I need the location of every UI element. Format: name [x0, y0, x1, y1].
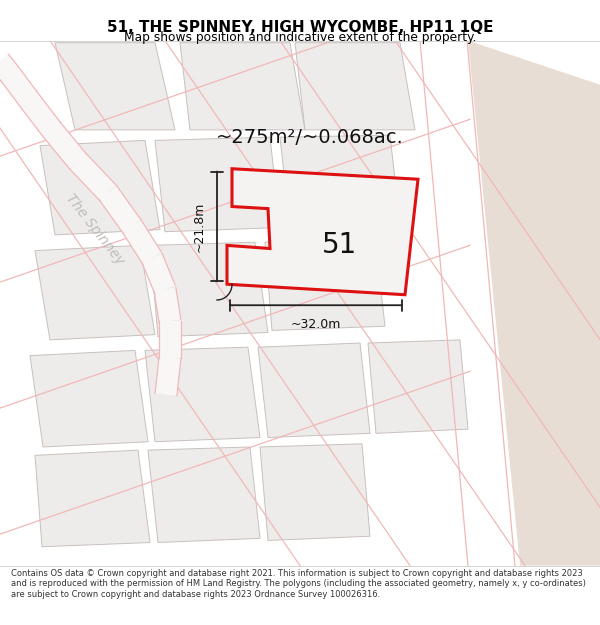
Polygon shape	[35, 246, 155, 340]
Polygon shape	[1, 67, 37, 106]
Polygon shape	[35, 450, 150, 547]
Polygon shape	[148, 447, 260, 542]
Text: Map shows position and indicative extent of the property.: Map shows position and indicative extent…	[124, 31, 476, 44]
Polygon shape	[280, 135, 400, 228]
Text: 51, THE SPINNEY, HIGH WYCOMBE, HP11 1QE: 51, THE SPINNEY, HIGH WYCOMBE, HP11 1QE	[107, 20, 493, 35]
Polygon shape	[258, 343, 370, 437]
Polygon shape	[145, 348, 260, 442]
Polygon shape	[260, 444, 370, 541]
Polygon shape	[123, 220, 161, 264]
Text: 51: 51	[322, 231, 358, 259]
Text: ~21.8m: ~21.8m	[193, 201, 205, 252]
Polygon shape	[159, 321, 181, 357]
Polygon shape	[150, 242, 268, 337]
Polygon shape	[368, 340, 468, 433]
Polygon shape	[70, 153, 116, 201]
Text: The Spinney: The Spinney	[63, 191, 127, 268]
Polygon shape	[155, 138, 280, 232]
Polygon shape	[19, 91, 61, 137]
Polygon shape	[265, 238, 385, 331]
Polygon shape	[55, 42, 175, 130]
Polygon shape	[40, 141, 160, 235]
Polygon shape	[44, 122, 86, 169]
Polygon shape	[154, 288, 181, 323]
Text: ~32.0m: ~32.0m	[291, 318, 341, 331]
Polygon shape	[468, 41, 600, 566]
Polygon shape	[180, 42, 305, 130]
Polygon shape	[295, 42, 415, 130]
Polygon shape	[30, 351, 148, 447]
Polygon shape	[0, 54, 19, 82]
Polygon shape	[227, 169, 418, 295]
Polygon shape	[99, 186, 141, 233]
Polygon shape	[142, 253, 175, 294]
Polygon shape	[155, 356, 181, 396]
Text: Contains OS data © Crown copyright and database right 2021. This information is : Contains OS data © Crown copyright and d…	[11, 569, 586, 599]
Text: ~275m²/~0.068ac.: ~275m²/~0.068ac.	[216, 127, 404, 147]
